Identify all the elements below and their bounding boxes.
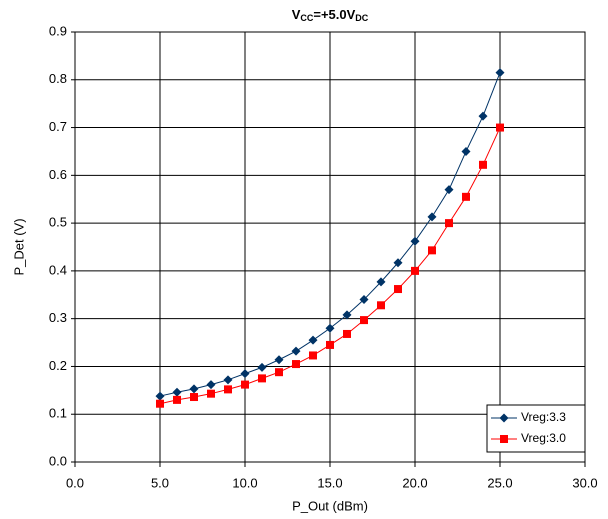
marker [325,323,335,333]
marker [445,219,453,228]
y-tick-label: 0.1 [49,406,67,421]
title-part: CC [300,13,313,23]
chart-title: VCC=+5.0VDC [292,7,369,22]
marker [478,111,488,121]
marker [223,375,233,385]
x-tick-label: 30.0 [572,475,597,490]
marker [274,355,284,365]
x-tick-label: 20.0 [402,475,427,490]
marker [240,369,250,379]
legend-label: Vreg:3.0 [521,431,566,445]
marker [189,384,199,394]
marker [495,68,505,78]
marker [411,266,419,275]
marker [156,399,164,408]
legend-box [486,404,586,453]
marker [500,435,508,443]
y-tick-label: 0.9 [49,23,67,38]
marker [393,258,403,268]
x-tick-label: 15.0 [317,475,342,490]
marker [291,346,301,356]
marker [275,368,283,377]
marker [444,185,454,195]
marker [427,212,437,222]
y-tick-label: 0.2 [49,358,67,373]
marker [410,236,420,246]
marker [308,335,318,345]
y-tick-label: 0.6 [49,167,67,182]
title-part: =+5.0V [313,7,355,22]
marker [499,413,509,423]
marker [257,362,267,372]
marker [377,301,385,310]
title-part: DC [355,13,368,23]
marker [394,285,402,294]
marker [173,395,181,404]
y-tick-label: 0.4 [49,262,67,277]
marker [343,329,351,338]
marker [224,385,232,394]
y-tick-label: 0.5 [49,215,67,230]
marker [496,123,504,132]
y-tick-label: 0.7 [49,119,67,134]
legend-label: Vreg:3.3 [521,410,566,424]
marker [172,387,182,397]
marker [190,393,198,402]
marker [155,391,165,401]
x-tick-label: 25.0 [487,475,512,490]
marker [376,277,386,287]
x-axis-label: P_Out (dBm) [292,498,368,513]
marker [207,389,215,398]
marker [241,380,249,389]
y-axis-label: P_Det (V) [11,218,26,275]
y-tick-label: 0.0 [49,453,67,468]
marker [309,351,317,360]
x-tick-label: 0.0 [66,475,84,490]
y-tick-label: 0.8 [49,71,67,86]
x-tick-label: 10.0 [232,475,257,490]
marker [461,146,471,156]
title-part: V [292,7,301,22]
marker [292,360,300,369]
plot-frame [74,31,586,463]
marker [206,380,216,390]
marker [359,295,369,305]
marker [258,374,266,383]
marker [342,310,352,320]
marker [428,246,436,255]
y-tick-label: 0.3 [49,310,67,325]
marker [326,340,334,349]
marker [462,192,470,201]
marker [479,160,487,169]
marker [360,316,368,325]
x-tick-label: 5.0 [151,475,169,490]
